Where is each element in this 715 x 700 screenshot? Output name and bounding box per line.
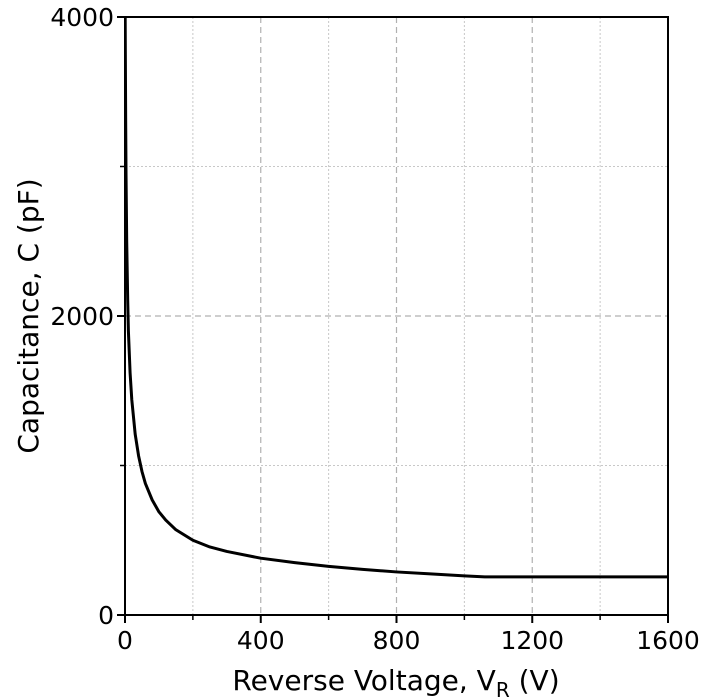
x-tick-label: 1600 [636, 626, 700, 655]
x-axis-label: Reverse Voltage, VR (V) [232, 664, 559, 700]
x-axis-label-subscript: R [496, 678, 510, 700]
x-tick-labels: 0 400 800 1200 1600 [117, 626, 700, 655]
y-axis-label: Capacitance, C (pF) [12, 178, 45, 453]
y-tick-labels: 0 2000 4000 [50, 3, 114, 630]
x-axis-label-main: Reverse Voltage, V [232, 664, 495, 697]
x-tick-label: 0 [117, 626, 133, 655]
x-tick-label: 1200 [500, 626, 564, 655]
x-tick-label: 400 [237, 626, 285, 655]
series-group [125, 17, 668, 579]
grid-lines [124, 16, 669, 616]
x-axis-label-unit: (V) [510, 664, 560, 697]
capacitance-curve [125, 17, 668, 579]
tick-marks [117, 16, 669, 623]
x-tick-label: 800 [373, 626, 421, 655]
y-tick-label: 0 [98, 601, 114, 630]
y-tick-label: 4000 [50, 3, 114, 32]
y-tick-label: 2000 [50, 302, 114, 331]
